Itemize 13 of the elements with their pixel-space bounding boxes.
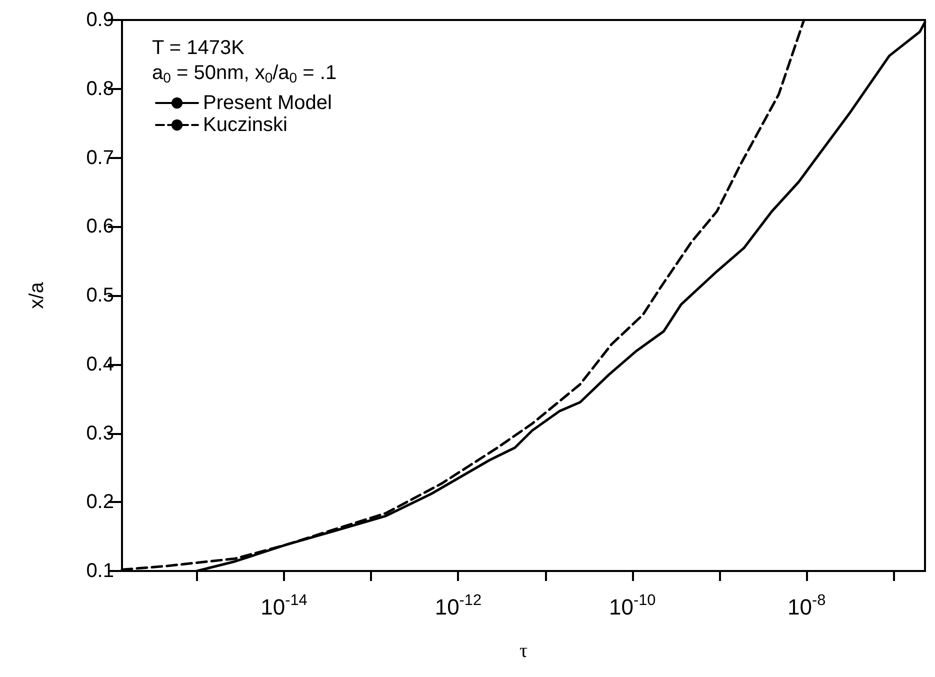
legend-label: Kuczinski bbox=[203, 114, 288, 136]
y-tick-label: 0.4 bbox=[86, 353, 114, 376]
y-tick-label: 0.7 bbox=[86, 146, 114, 169]
y-tick-label: 0.6 bbox=[86, 216, 114, 238]
y-tick-label: 0.5 bbox=[86, 284, 114, 306]
y-tick-label: 0.8 bbox=[86, 78, 114, 100]
x-axis-title: τ bbox=[519, 640, 528, 662]
y-tick-label: 0.2 bbox=[86, 491, 114, 514]
y-axis-title: x/a bbox=[26, 281, 48, 309]
annotation: T = 1473K bbox=[152, 37, 246, 59]
y-tick-label: 0.1 bbox=[86, 560, 114, 582]
legend-label: Present Model bbox=[203, 92, 332, 114]
y-tick-label: 0.3 bbox=[86, 422, 114, 444]
